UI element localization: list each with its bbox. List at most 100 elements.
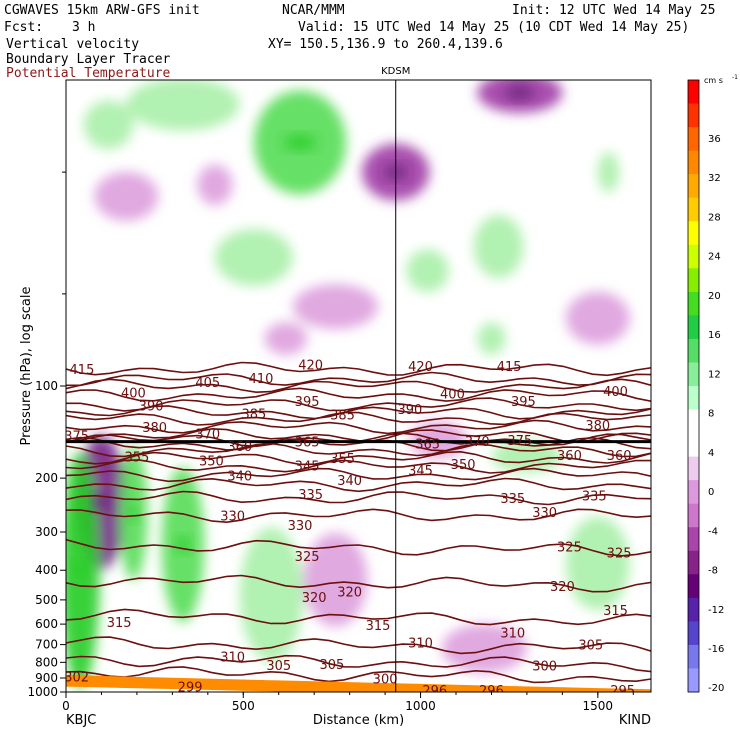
colorbar-swatch [688,503,699,528]
colorbar-frame [687,79,700,693]
x-tick-label: 0 [62,699,70,713]
theta-label: 380 [142,421,167,436]
y-tick-label: 400 [35,563,58,577]
theta-label: 310 [500,627,525,642]
colorbar-swatch [688,621,699,646]
theta-label: 320 [302,591,327,606]
theta-contour-385 [66,411,651,426]
vv-blob [597,151,620,193]
model-title: CGWAVES 15km ARW-GFS init [4,3,200,18]
init-time: Init: 12 UTC Wed 14 May 25 [512,3,716,18]
theta-contour-395 [66,397,651,412]
vv-blob [565,516,630,611]
valid-time: Valid: 15 UTC Wed 14 May 25 (10 CDT Wed … [298,20,690,35]
theta-label: 330 [220,510,245,525]
theta-label: 315 [366,619,391,634]
vv-blob [239,527,304,662]
theta-label: 380 [585,419,610,434]
colorbar-swatch [688,80,699,105]
theta-label: 400 [121,386,146,401]
left-station-label: KBJC [66,713,96,728]
field-vertical-velocity: Vertical velocity [6,37,140,52]
theta-label: 410 [249,372,274,387]
vv-blob [83,100,134,150]
theta-contour-340 [66,477,651,493]
vv-core [73,562,88,579]
theta-contour-345 [66,467,651,483]
colorbar-tick-label: 32 [708,173,721,184]
colorbar-swatch [688,103,699,128]
theta-contour-300 [66,666,651,684]
y-tick-label: 600 [35,617,58,631]
vv-blob [126,80,240,131]
theta-label: 395 [295,395,320,410]
axes: KDSM 0 500 1000 1500 100 200 300 400 500 600 700 800… [19,66,652,728]
theta-label: 335 [500,492,525,507]
theta-label: 415 [497,360,522,375]
colorbar-swatch [688,574,699,599]
colorbar-tick-label: 24 [708,252,721,263]
theta-label: 330 [532,506,557,521]
colorbar-swatch [688,291,699,316]
theta-label: 305 [578,639,603,654]
theta-contour-315 [66,608,651,626]
colorbar-swatch [688,597,699,622]
colorbar-swatch [688,150,699,175]
theta-label: 355 [330,452,355,467]
y-tick-label: 200 [35,471,58,485]
theta-label: 325 [295,550,320,565]
colorbar-swatch [688,197,699,222]
xy-coords: XY= 150.5,136.9 to 260.4,139.6 [268,37,503,52]
vv-blob [473,214,524,278]
theta-contour-405 [66,378,651,394]
theta-label: 335 [582,490,607,505]
x-axis-label: Distance (km) [313,713,404,728]
colorbar-tick-label: 28 [708,212,721,223]
vv-blob [197,164,233,206]
theta-label: 335 [298,488,323,503]
vv-blob [214,228,293,286]
theta-label: 400 [440,388,465,403]
theta-contour-355 [66,450,651,466]
colorbar-swatch [688,244,699,269]
vv-core [92,494,111,511]
vv-blob [94,171,159,221]
theta-label: 300 [373,673,398,688]
colorbar-tick-label: 16 [708,330,721,341]
colorbar-swatch [688,668,699,693]
theta-contour-325 [66,538,651,557]
y-tick-label: 500 [35,593,58,607]
y-tick-label: 700 [35,638,58,652]
theta-label: 299 [178,681,203,696]
theta-label: 305 [319,658,344,673]
x-tick-label: 500 [232,699,255,713]
theta-label: 325 [557,541,582,556]
theta-contour-330 [66,508,651,524]
theta-contour-365 [66,436,651,452]
colorbar-swatch [688,433,699,458]
vv-blob [441,623,527,673]
y-axis-label: Pressure (hPa), log scale [19,287,34,446]
boundary-layer-tracer-band [66,675,651,692]
theta-label: 350 [199,454,224,469]
colorbar-swatch [688,386,699,411]
vertical-velocity-field [66,80,630,689]
colorbar-tick-label: -8 [708,566,718,577]
vv-blob [406,249,449,293]
theta-label: 345 [295,460,320,475]
vv-core [128,504,139,521]
theta-label: 345 [408,464,433,479]
theta-label: 390 [397,403,422,418]
theta-label: 415 [70,363,95,378]
theta-label: 330 [288,519,313,534]
colorbar-swatch [688,480,699,505]
colorbar-swatch [688,550,699,575]
colorbar-tick-label: -12 [708,605,724,616]
colorbar-swatch [688,127,699,152]
theta-label: 325 [607,546,632,561]
theta-label: 385 [330,409,355,424]
theta-label: 320 [550,580,575,595]
